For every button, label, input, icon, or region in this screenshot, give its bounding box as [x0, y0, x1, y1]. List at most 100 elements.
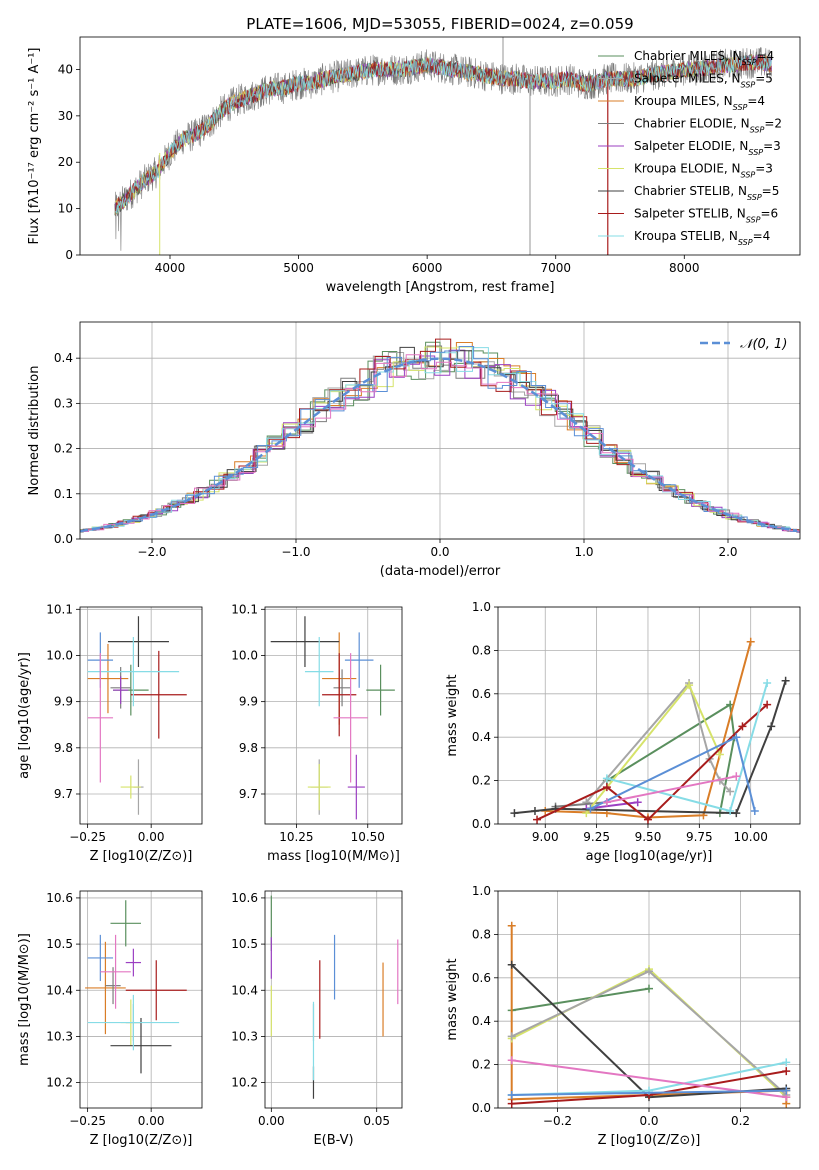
y-tick-label: 0.2: [472, 1058, 491, 1072]
weight-marker: [507, 1090, 516, 1099]
y-tick-label: 0.0: [54, 532, 73, 546]
age-vs-Z-panel: −0.25 0.00 9.7 9.8 9.9 10.0 10.1 Z [log10(Z/Z⊙)…: [17, 602, 203, 864]
y-tick-label: 0: [65, 248, 73, 262]
y-tick-label: 20: [58, 155, 73, 169]
y-axis-label: mass weight: [445, 958, 460, 1040]
y-tick-label: 10.1: [46, 602, 73, 616]
y-tick-label: 10.0: [231, 648, 258, 662]
histogram-series: [80, 349, 800, 533]
histogram-series: [80, 346, 800, 533]
x-axis-label: E(B-V): [313, 1133, 353, 1148]
legend-label: Kroupa STELIB, NSSP=4: [634, 229, 770, 247]
weight-marker: [782, 1058, 791, 1067]
y-tick-label: 10.5: [46, 937, 73, 951]
weight-marker: [602, 774, 611, 783]
y-tick-label: 0.6: [472, 971, 491, 985]
legend-label: Salpeter ELODIE, NSSP=3: [634, 139, 781, 157]
weight-marker: [732, 809, 741, 818]
y-tick-label: 10.6: [231, 891, 258, 905]
axes-frame: [79, 606, 203, 825]
x-tick-label: −2.0: [137, 545, 166, 559]
x-axis-label: Z [log10(Z/Z⊙)]: [598, 1133, 701, 1148]
x-tick-label: 9.00: [532, 830, 559, 844]
x-tick-label: −1.0: [281, 545, 310, 559]
weight-marker: [781, 676, 790, 685]
weight-marker: [586, 804, 595, 813]
weight-marker: [530, 806, 539, 815]
y-tick-label: 0.4: [472, 730, 491, 744]
y-tick-label: 9.8: [54, 741, 73, 755]
y-tick-label: 0.8: [472, 643, 491, 657]
legend-label: Kroupa ELODIE, NSSP=3: [634, 162, 773, 180]
gaussian-curve: [80, 357, 798, 533]
axes-frame: [497, 606, 801, 825]
weight-marker: [643, 815, 652, 824]
axes-frame: [79, 890, 203, 1109]
y-tick-label: 0.6: [472, 687, 491, 701]
y-tick-label: 10.4: [231, 983, 258, 997]
x-tick-label: −0.25: [69, 1114, 106, 1128]
legend-label: Salpeter MILES, NSSP=5: [634, 72, 773, 90]
axes-frame: [79, 36, 801, 256]
y-tick-label: 0.0: [472, 817, 491, 831]
y-axis-label: Normed distribution: [27, 366, 42, 496]
x-tick-label: 0.05: [363, 1114, 390, 1128]
weight-line: [606, 702, 736, 814]
mass-vs-Z-panel: −0.25 0.00 10.2 10.3 10.4 10.5 10.6 Z [log10(Z/…: [17, 890, 203, 1148]
histogram-series: [80, 354, 800, 532]
weight-marker: [602, 798, 611, 807]
weight-marker: [763, 678, 772, 687]
y-tick-label: 10.0: [46, 648, 73, 662]
weight-line: [511, 1089, 787, 1096]
spectrum-legend: Chabrier MILES, NSSP=4 Salpeter MILES, NS…: [598, 49, 782, 247]
weight-marker: [726, 787, 735, 796]
weight-marker: [633, 798, 642, 807]
x-tick-label: 1.0: [574, 545, 593, 559]
mass-vs-EBV-panel: 0.00 0.05 10.2 10.3 10.4 10.5 10.6 E(B-V): [231, 890, 403, 1148]
weight-marker: [782, 1086, 791, 1095]
y-tick-label: 9.7: [54, 787, 73, 801]
x-axis-label: age [log10(age/yr)]: [586, 849, 713, 864]
axes-frame: [264, 890, 403, 1109]
y-tick-label: 1.0: [472, 884, 491, 898]
weight-marker: [732, 733, 741, 742]
x-axis-label: Z [log10(Z/Z⊙)]: [90, 849, 193, 864]
y-tick-label: 9.7: [239, 787, 258, 801]
residuals-panel: −2.0 −1.0 0.0 1.0 2.0 0.0 0.1 0.2 0.3 0.4 (data-mo…: [27, 321, 801, 579]
y-tick-label: 40: [58, 62, 73, 76]
figure-title: PLATE=1606, MJD=53055, FIBERID=0024, z=0…: [246, 15, 633, 33]
y-tick-label: 10.2: [231, 1076, 258, 1090]
weight-series: [510, 637, 790, 824]
x-tick-label: 4000: [155, 261, 186, 275]
weight-line: [606, 775, 737, 804]
axes-frame: [497, 890, 801, 1109]
y-tick-label: 10.3: [231, 1029, 258, 1043]
weight-marker: [602, 783, 611, 792]
weight-marker: [763, 700, 772, 709]
y-tick-label: 1.0: [472, 600, 491, 614]
weight-marker: [507, 960, 516, 969]
weight-marker: [732, 772, 741, 781]
legend-label: Chabrier STELIB, NSSP=5: [634, 184, 779, 202]
y-tick-label: 10.2: [46, 1076, 73, 1090]
y-tick-label: 0.1: [54, 487, 73, 501]
weight-marker: [507, 1099, 516, 1108]
y-tick-label: 10.5: [231, 937, 258, 951]
weight-marker: [782, 1067, 791, 1076]
x-tick-label: 0.00: [138, 830, 165, 844]
weight-marker: [726, 806, 735, 815]
weight-line: [555, 801, 607, 808]
x-tick-label: −0.2: [543, 1114, 572, 1128]
weight-vs-age-panel: 9.00 9.25 9.50 9.75 10.00 0.0 0.2 0.4 0.6 0.8 1.0 a…: [445, 600, 801, 864]
y-tick-label: 9.9: [54, 695, 73, 709]
x-tick-label: 5000: [283, 261, 314, 275]
spectrum-lines: [114, 37, 773, 255]
y-tick-label: 0.4: [54, 351, 73, 365]
y-axis-label: age [log10(age/yr)]: [17, 652, 32, 779]
y-tick-label: 10.3: [46, 1029, 73, 1043]
x-tick-label: 10.50: [351, 830, 385, 844]
weight-marker: [507, 1056, 516, 1065]
x-tick-label: 6000: [412, 261, 443, 275]
